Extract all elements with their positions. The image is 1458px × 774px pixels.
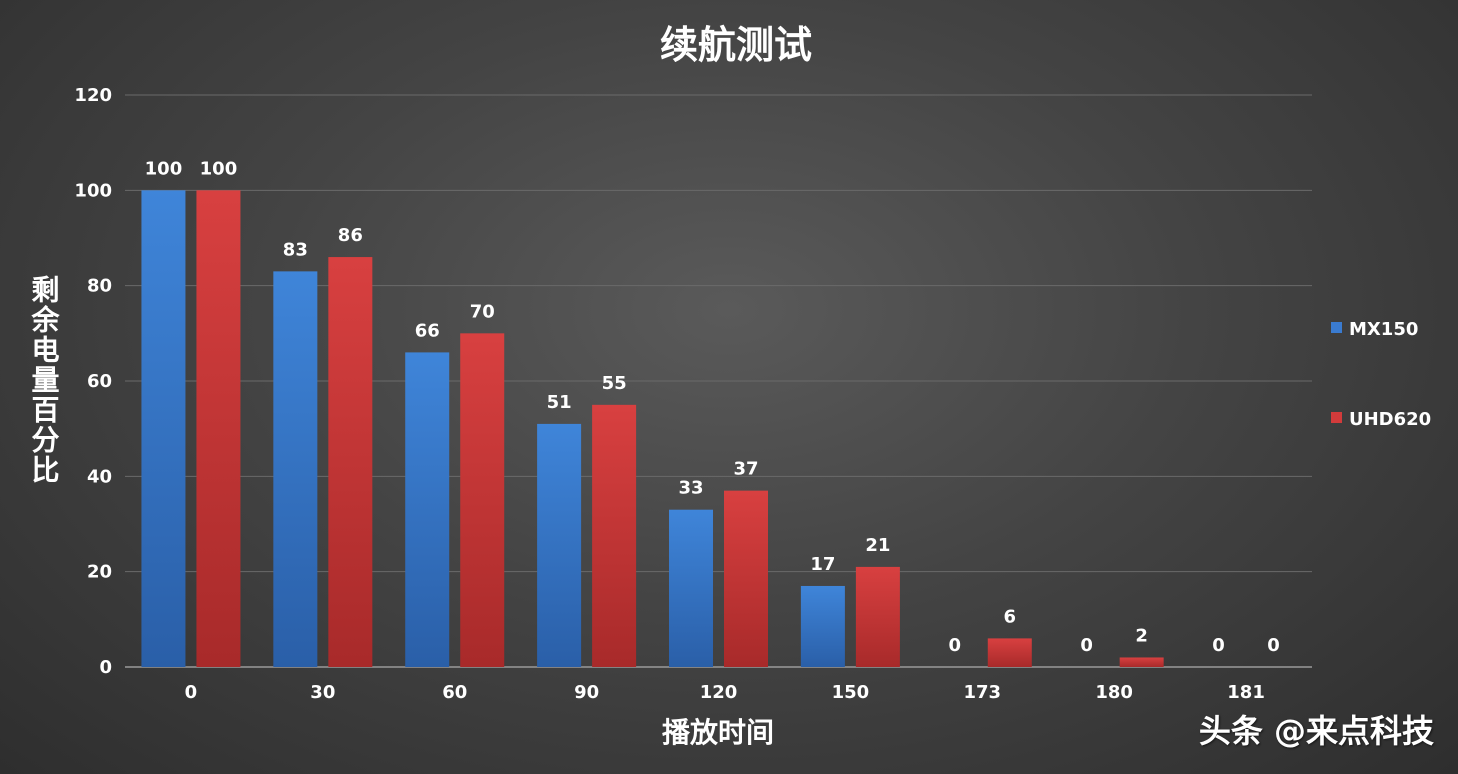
x-tick-label: 181 (1227, 682, 1265, 703)
x-tick-label: 120 (700, 682, 738, 703)
data-label: 2 (1135, 625, 1148, 646)
data-label: 37 (733, 459, 758, 480)
bar-uhd620 (328, 257, 373, 667)
legend-label: MX150 (1349, 319, 1418, 340)
bar-uhd620 (1119, 657, 1164, 667)
x-tick-label: 173 (963, 682, 1001, 703)
data-label: 86 (338, 225, 363, 246)
y-tick-label: 80 (87, 276, 112, 297)
x-tick-label: 60 (442, 682, 467, 703)
bar-uhd620 (724, 490, 768, 667)
x-tick-label: 0 (185, 682, 198, 703)
bar-mx150 (405, 352, 450, 667)
bars (141, 190, 1164, 668)
data-label: 66 (415, 320, 440, 341)
data-label: 100 (145, 158, 183, 179)
bar-uhd620 (855, 566, 900, 667)
bar-mx150 (141, 190, 186, 668)
bar-uhd620 (460, 333, 505, 667)
data-label: 70 (470, 301, 495, 322)
bar-uhd620 (592, 404, 637, 667)
data-label: 33 (678, 478, 703, 499)
data-label: 55 (602, 373, 627, 394)
data-label: 17 (810, 554, 835, 575)
data-label: 0 (949, 635, 962, 656)
data-label: 83 (283, 239, 308, 260)
data-labels: 100 100 83 86 66 70 51 55 33 37 17 21 0 6 0 2 0 0 (145, 158, 1280, 656)
y-tick-label: 0 (99, 657, 112, 678)
legend-swatch-uhd620 (1331, 412, 1342, 423)
y-tick-label: 20 (87, 562, 112, 583)
x-axis-label: 播放时间 (662, 716, 774, 749)
grid-lines (125, 94, 1312, 668)
x-tick-label: 180 (1095, 682, 1133, 703)
bar-mx150 (537, 423, 582, 667)
y-tick-label: 100 (74, 180, 112, 201)
x-tick-label: 30 (310, 682, 335, 703)
watermark: 头条 @来点科技 (1198, 712, 1434, 750)
legend-swatch-mx150 (1331, 322, 1342, 333)
bar-uhd620 (987, 638, 1032, 667)
data-label: 0 (1212, 635, 1225, 656)
x-tick-label: 150 (832, 682, 870, 703)
bar-mx150 (273, 271, 318, 667)
data-label: 21 (865, 535, 890, 556)
y-tick-label: 60 (87, 371, 112, 392)
bar-mx150 (669, 509, 713, 667)
data-label: 51 (547, 392, 572, 413)
bar-uhd620 (196, 190, 241, 668)
chart-title: 续航测试 (660, 23, 812, 67)
x-tick-label: 90 (574, 682, 599, 703)
legend: MX150 UHD620 (1331, 319, 1431, 430)
data-label: 0 (1267, 635, 1280, 656)
y-tick-label: 40 (87, 466, 112, 487)
bar-mx150 (800, 585, 845, 667)
data-label: 6 (1004, 606, 1017, 627)
y-axis-label: 剩余电量百分比 (28, 275, 61, 485)
data-label: 100 (200, 158, 238, 179)
legend-label: UHD620 (1349, 409, 1431, 430)
data-label: 0 (1080, 635, 1093, 656)
y-tick-label: 120 (74, 85, 112, 106)
